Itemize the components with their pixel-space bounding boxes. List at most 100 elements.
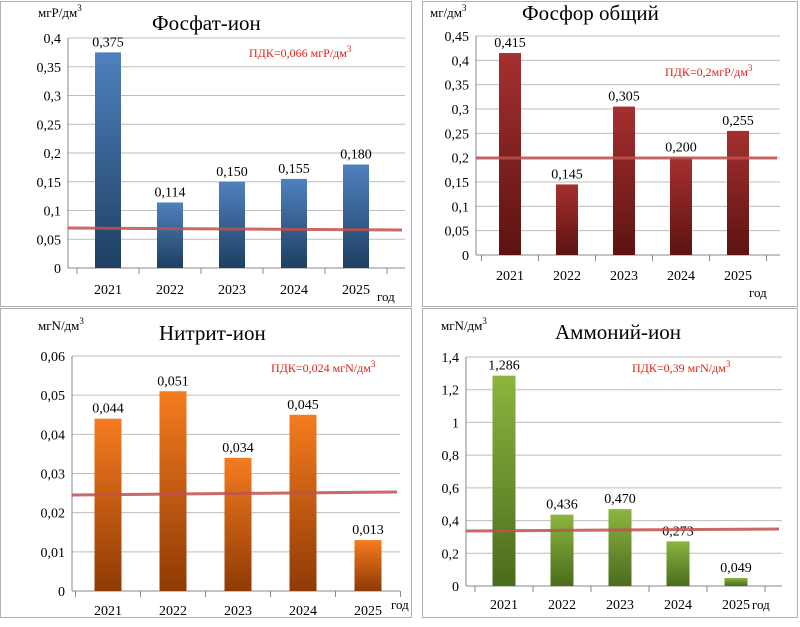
data-label: 0,470 [604,492,636,507]
data-label: 0,013 [352,523,384,538]
x-tick-label: 2022 [548,598,576,613]
x-tick-label: 2023 [218,283,246,298]
bar [224,457,252,591]
unit-label: мг/дм3 [430,3,467,20]
y-tick-label: 0,3 [44,90,62,105]
bar [608,509,632,586]
x-tick-label: 2021 [94,283,122,298]
bar [289,414,317,591]
bar [343,164,369,268]
y-tick-label: 0,2 [442,547,460,562]
x-tick-label: 2023 [610,269,638,284]
y-tick-label: 0,01 [41,546,66,561]
x-tick-label: 2025 [724,269,752,284]
x-tick-label: 2025 [722,598,750,613]
pdk-label: ПДК=0,066 мгР/дм3 [249,44,352,60]
data-label: 0,150 [216,165,248,180]
x-tick-label: 2022 [553,269,581,284]
data-label: 0,044 [92,402,124,417]
bar [556,184,578,255]
y-tick-label: 0,2 [44,147,62,162]
data-label: 0,051 [157,374,189,389]
x-tick-label: 2022 [159,604,187,619]
pdk-line [71,490,398,497]
y-tick-label: 0,05 [41,389,66,404]
chart-3: 0 0,01 0,02 0,03 0,04 0,05 0,06 0,044 2021 0,051 2… [0,308,412,619]
bar [94,418,122,591]
data-label: 0,273 [662,524,694,539]
chart-4: 0 0,2 0,4 0,6 0,8 1 1,2 1,4 1,286 2021 0,436 2022 0,… [422,308,798,618]
data-label: 0,034 [222,441,254,456]
x-tick-label: 2023 [224,604,252,619]
x-axis-label: год [377,289,395,304]
data-label: 0,436 [546,498,578,513]
data-label: 0,155 [278,162,310,177]
data-label: 0,255 [722,114,754,129]
chart-title: Фосфор общий [522,1,659,25]
y-tick-label: 0,04 [41,428,66,443]
data-label: 0,200 [665,141,697,156]
chart-frame [0,308,412,618]
chart-title: Аммоний-ион [555,320,681,344]
data-label: 1,286 [488,359,520,374]
y-tick-label: 0 [462,249,469,264]
data-label: 0,145 [551,167,583,182]
bar [613,106,635,255]
y-tick-label: 1 [452,416,459,431]
bar [159,391,187,591]
x-tick-label: 2024 [289,604,317,619]
y-tick-label: 0,05 [37,233,62,248]
bar [550,514,574,586]
y-tick-label: 0,35 [37,61,62,76]
bar [492,375,516,586]
y-tick-label: 0,35 [445,79,470,94]
y-tick-label: 0,15 [37,176,62,191]
data-label: 0,045 [287,398,319,413]
pdk-label: ПДК=0,024 мгN/дм3 [271,359,376,375]
x-tick-label: 2021 [94,604,122,619]
x-tick-label: 2021 [496,269,524,284]
y-tick-label: 0,45 [445,30,470,45]
y-tick-label: 0,1 [452,200,470,215]
y-tick-label: 0,1 [44,205,62,220]
x-tick-label: 2021 [490,598,518,613]
y-tick-label: 0,6 [442,482,460,497]
bar [499,53,521,256]
chart-title: Нитрит-ион [159,321,266,345]
bar [670,157,692,255]
y-tick-label: 0,05 [445,225,470,240]
y-tick-label: 0 [452,580,459,595]
unit-label: мгN/дм3 [441,316,487,333]
y-tick-label: 0,06 [41,350,66,365]
unit-label: мгР/дм3 [38,3,82,20]
bar [727,130,749,255]
x-axis-label: год [749,285,767,300]
y-tick-label: 0 [58,585,65,600]
x-axis-label: год [391,597,409,612]
y-tick-label: 0 [54,262,61,277]
x-tick-label: 2024 [667,269,695,284]
bar [281,178,307,268]
chart-2: 0 0,05 0,1 0,15 0,2 0,25 0,3 0,35 0,4 0,45 0,415 20… [422,1,798,307]
x-tick-label: 2024 [664,598,692,613]
data-label: 0,305 [608,90,640,105]
data-label: 0,375 [92,35,124,50]
y-tick-label: 0,02 [41,507,66,522]
y-tick-label: 1,4 [442,351,460,366]
pdk-label: ПДК=0,2мгР/дм3 [665,63,753,79]
x-tick-label: 2022 [156,283,184,298]
x-tick-label: 2025 [342,283,370,298]
y-tick-label: 0,3 [452,103,470,118]
y-tick-label: 0,25 [37,118,62,133]
data-label: 0,415 [494,36,526,51]
pdk-line [67,226,403,232]
bar [354,540,382,591]
y-tick-label: 0,2 [452,152,470,167]
chart-title: Фосфат-ион [152,11,261,35]
data-label: 0,114 [155,185,186,200]
pdk-line [465,527,780,533]
y-tick-label: 1,2 [442,384,460,399]
bar [95,52,121,268]
x-tick-label: 2023 [606,598,634,613]
